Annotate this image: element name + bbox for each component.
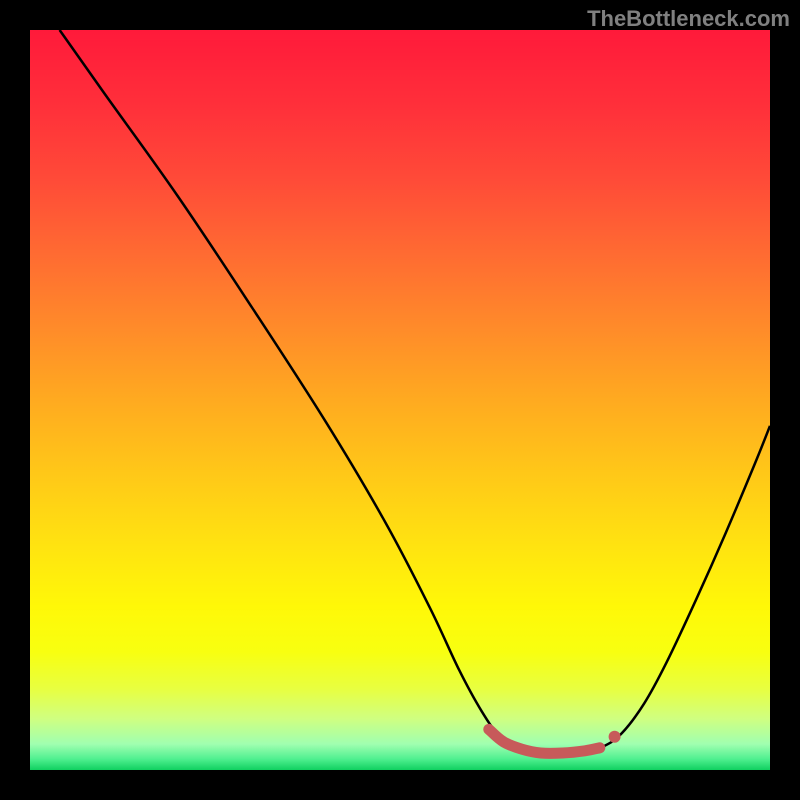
bottleneck-chart: TheBottleneck.com [0, 0, 800, 800]
watermark-text: TheBottleneck.com [587, 6, 790, 31]
chart-gradient-background [30, 30, 770, 770]
optimal-range-end-marker [609, 731, 621, 743]
